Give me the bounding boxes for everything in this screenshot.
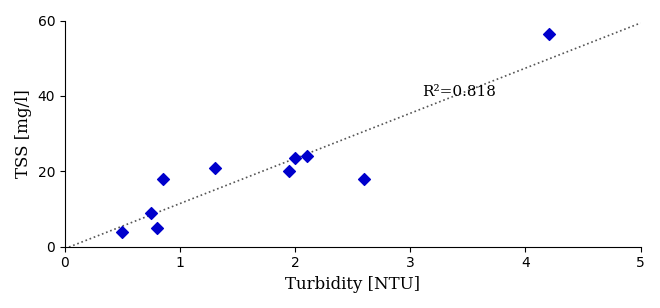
Text: R²=0.818: R²=0.818 <box>422 85 496 99</box>
Point <box>359 176 370 181</box>
Y-axis label: TSS [mg/l]: TSS [mg/l] <box>15 89 32 178</box>
X-axis label: Turbidity [NTU]: Turbidity [NTU] <box>285 276 420 293</box>
Point <box>302 154 312 159</box>
Point <box>158 176 168 181</box>
Point <box>152 225 162 230</box>
Point <box>146 210 156 215</box>
Point <box>209 165 220 170</box>
Point <box>543 31 554 36</box>
Point <box>284 169 295 174</box>
Point <box>117 229 128 234</box>
Point <box>290 156 300 160</box>
